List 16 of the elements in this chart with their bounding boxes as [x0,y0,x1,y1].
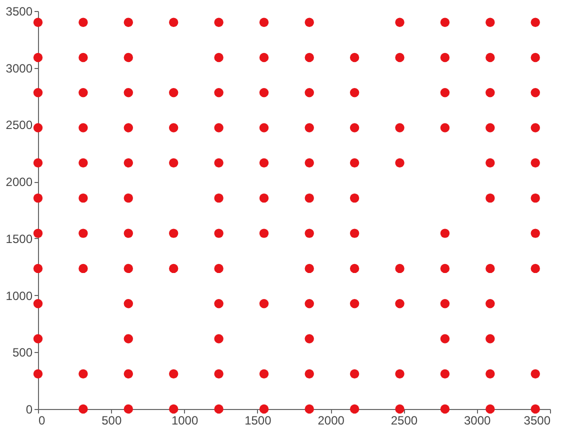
x-tick-label: 3500 [524,414,551,428]
y-tick-label: 1500 [6,232,33,246]
y-tick-label: 2000 [6,175,33,190]
y-tick-label: 3500 [6,4,33,18]
x-tick-label: 3000 [464,414,492,428]
y-tick-label: 500 [12,346,33,360]
x-tick-label: 1500 [244,414,272,428]
x-tick-label: 2500 [390,414,418,428]
x-tick-label: 1000 [171,414,198,428]
y-tick-label: 1000 [6,288,33,303]
x-tick-label: 0 [38,414,46,428]
y-tick-label: 3000 [6,61,33,76]
y-tick-label: 2500 [6,118,33,132]
x-tick-label: 500 [102,414,122,428]
y-tick-label: 0 [26,402,33,416]
x-tick-label: 2000 [318,414,345,428]
